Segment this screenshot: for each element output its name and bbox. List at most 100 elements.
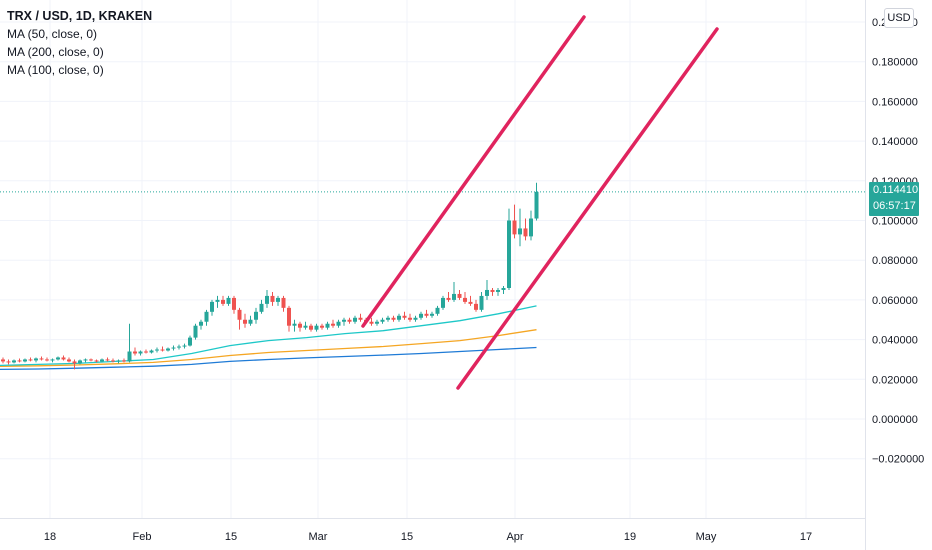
y-tick-label: 0.160000 <box>872 96 918 108</box>
candle-body <box>155 349 159 351</box>
candlestick-series <box>1 182 539 370</box>
y-tick-label: 0.080000 <box>872 255 918 267</box>
candle-body <box>127 351 132 362</box>
candle-body <box>160 349 165 351</box>
candle-body <box>254 311 258 320</box>
candle-body <box>309 325 313 330</box>
y-tick-label: 0.040000 <box>872 335 918 347</box>
candle-body <box>413 317 418 320</box>
candle-body <box>39 358 44 360</box>
y-tick-label: −0.020000 <box>872 454 924 466</box>
candle-body <box>430 313 434 316</box>
last-price-label: 0.114410 06:57:17 <box>869 182 919 216</box>
candle-body <box>353 317 357 322</box>
candle-body <box>435 307 440 314</box>
chart-grid <box>0 0 865 518</box>
y-tick-label: 0.000000 <box>872 414 918 426</box>
candle-body <box>259 303 264 312</box>
candle-body <box>276 297 280 302</box>
candle-body <box>193 325 198 338</box>
candle-body <box>523 228 528 237</box>
candle-body <box>534 191 539 219</box>
trendline-upper[interactable] <box>361 15 586 328</box>
currency-button[interactable]: USD <box>884 8 914 28</box>
candle-body <box>298 323 302 328</box>
x-tick-label: May <box>696 531 717 543</box>
candle-body <box>17 360 22 362</box>
candle-body <box>369 321 374 324</box>
candle-body <box>287 307 291 326</box>
y-tick-label: 0.180000 <box>872 57 918 69</box>
candle-body <box>380 319 385 322</box>
candle-body <box>210 301 214 312</box>
ma50-line <box>0 305 537 367</box>
candle-body <box>188 337 192 346</box>
candle-body <box>6 361 11 363</box>
candle-body <box>386 317 390 320</box>
candle-body <box>474 303 478 310</box>
candle-body <box>314 325 319 330</box>
legend-ma200[interactable]: MA (200, close, 0) <box>7 45 104 59</box>
candle-body <box>177 346 181 348</box>
candle-body <box>424 313 429 316</box>
x-tick-label: 15 <box>225 531 237 543</box>
candle-body <box>83 359 88 361</box>
candle-body <box>485 289 489 296</box>
candle-body <box>116 360 121 362</box>
candle-body <box>248 319 253 324</box>
candle-body <box>100 359 104 362</box>
candle-body <box>144 351 148 353</box>
symbol-title[interactable]: TRX / USD, 1D, KRAKEN <box>7 9 153 23</box>
y-tick-label: 0.100000 <box>872 216 918 228</box>
x-tick-label: 18 <box>44 531 56 543</box>
candle-body <box>512 220 517 235</box>
legend-ma100[interactable]: MA (100, close, 0) <box>7 63 104 77</box>
candle-body <box>243 319 247 324</box>
candle-body <box>171 347 176 349</box>
candle-body <box>325 323 330 328</box>
candle-body <box>336 321 341 326</box>
trendlines[interactable] <box>361 15 719 390</box>
candle-body <box>518 228 522 235</box>
candle-body <box>226 297 231 304</box>
x-tick-label: Feb <box>133 531 152 543</box>
candle-body <box>1 359 5 362</box>
ma100-line <box>0 329 537 368</box>
candle-body <box>529 218 533 237</box>
candle-body <box>50 359 55 361</box>
candle-body <box>265 295 269 304</box>
candle-body <box>122 360 126 362</box>
candle-body <box>303 325 308 328</box>
candle-body <box>468 301 473 304</box>
candle-body <box>221 299 225 304</box>
candle-body <box>446 297 451 300</box>
candle-body <box>270 295 275 302</box>
candle-body <box>419 313 423 318</box>
x-tick-label: 17 <box>800 531 812 543</box>
candle-body <box>105 359 110 361</box>
candle-body <box>292 323 297 326</box>
chart-legend: TRX / USD, 1D, KRAKEN MA (50, close, 0) … <box>7 8 152 80</box>
candle-body <box>463 297 467 302</box>
candle-body <box>45 359 49 361</box>
candle-body <box>89 359 93 361</box>
moving-average-lines <box>0 191 865 371</box>
trendline-lower[interactable] <box>456 27 719 390</box>
candle-body <box>149 350 154 353</box>
candle-body <box>67 359 71 362</box>
legend-ma50[interactable]: MA (50, close, 0) <box>7 27 98 41</box>
candle-body <box>34 358 38 361</box>
candle-body <box>490 289 495 292</box>
candle-body <box>507 220 511 288</box>
candle-body <box>204 311 209 322</box>
candle-body <box>397 315 401 320</box>
x-tick-label: 15 <box>401 531 413 543</box>
candle-body <box>408 317 412 320</box>
candle-body <box>72 361 77 364</box>
candle-body <box>331 323 335 326</box>
candle-body <box>452 293 456 300</box>
candle-body <box>215 299 220 302</box>
y-tick-label: 0.140000 <box>872 136 918 148</box>
